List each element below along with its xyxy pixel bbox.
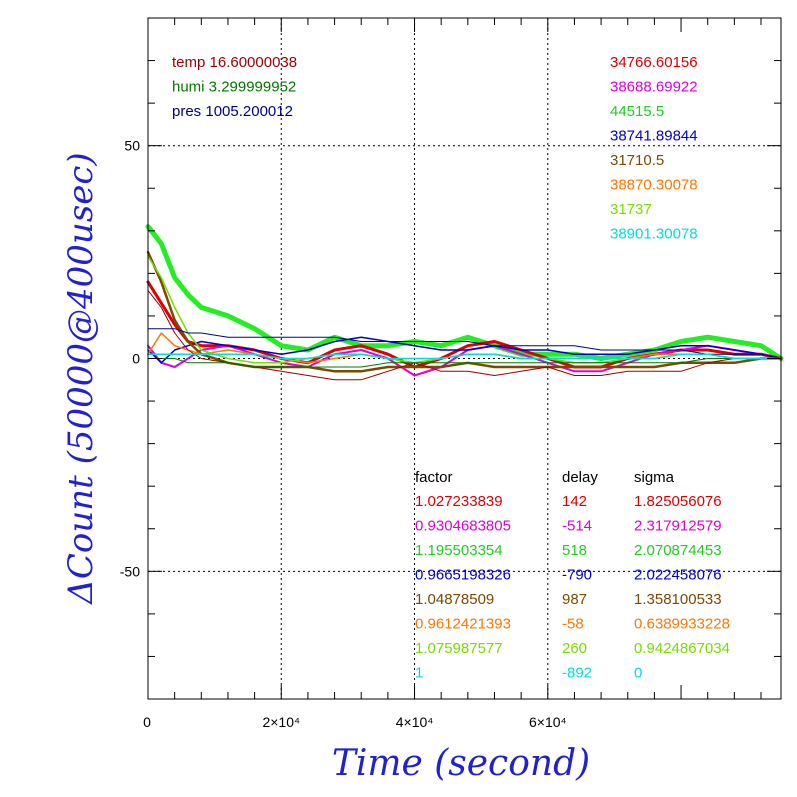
mean-value: 38901.30078 bbox=[610, 226, 698, 243]
annotations: temp 16.60000038 humi 3.299999952 pres 100… bbox=[172, 54, 730, 682]
table-delay: 987 bbox=[562, 591, 587, 608]
x-tick-label: 0 bbox=[143, 714, 151, 730]
x-axis-title: Time (second) bbox=[332, 743, 590, 784]
series-line bbox=[147, 358, 782, 368]
env-label: humi 3.299999952 bbox=[172, 79, 296, 96]
series-line bbox=[147, 353, 782, 360]
table-factor: 0.9665198326 bbox=[415, 567, 511, 584]
x-tick-label: 6×10⁴ bbox=[529, 714, 567, 730]
table-sigma: 2.070874453 bbox=[634, 542, 722, 559]
y-tick-label: -50 bbox=[120, 563, 140, 579]
series-lines bbox=[145, 224, 784, 381]
table-sigma: 0.6389933228 bbox=[634, 616, 730, 633]
table-sigma: 2.022458076 bbox=[634, 567, 722, 584]
mean-value: 44515.5 bbox=[610, 103, 664, 120]
mean-value: 31737 bbox=[610, 201, 652, 218]
table-factor: 1 bbox=[415, 665, 423, 682]
mean-value: 31710.5 bbox=[610, 152, 664, 169]
table-factor: 0.9304683805 bbox=[415, 518, 511, 535]
table-sigma: 2.317912579 bbox=[634, 518, 722, 535]
table-delay: -514 bbox=[562, 518, 592, 535]
x-tick-label: 4×10⁴ bbox=[396, 714, 434, 730]
table-header: sigma bbox=[634, 469, 675, 486]
table-delay: 518 bbox=[562, 542, 587, 559]
table-delay: 142 bbox=[562, 493, 587, 510]
mean-value: 38688.69922 bbox=[610, 79, 698, 96]
table-factor: 1.027233839 bbox=[415, 493, 503, 510]
series-line bbox=[146, 250, 783, 373]
mean-value: 38870.30078 bbox=[610, 177, 698, 194]
table-factor: 0.9612421393 bbox=[415, 616, 511, 633]
table-delay: -790 bbox=[562, 567, 592, 584]
env-label: temp 16.60000038 bbox=[172, 54, 297, 71]
env-label: pres 1005.200012 bbox=[172, 103, 293, 120]
mean-value: 34766.60156 bbox=[610, 54, 698, 71]
table-sigma: 0.9424867034 bbox=[634, 640, 730, 657]
series-line bbox=[147, 336, 782, 364]
table-factor: 1.04878509 bbox=[415, 591, 494, 608]
x-tick-label: 2×10⁴ bbox=[262, 714, 300, 730]
table-sigma: 1.825056076 bbox=[634, 493, 722, 510]
table-factor: 1.075987577 bbox=[415, 640, 503, 657]
table-sigma: 0 bbox=[634, 665, 642, 682]
table-delay: -892 bbox=[562, 665, 592, 682]
y-tick-label: 0 bbox=[132, 351, 140, 367]
series-line bbox=[147, 289, 782, 381]
mean-value: 38741.89844 bbox=[610, 128, 698, 145]
table-header: delay bbox=[562, 469, 598, 486]
table-header: factor bbox=[415, 469, 453, 486]
series-line bbox=[145, 224, 784, 361]
series-line bbox=[147, 328, 782, 359]
y-axis-title: ΔCount (50000@400usec) bbox=[61, 152, 101, 605]
y-tick-label: 50 bbox=[124, 138, 140, 154]
table-sigma: 1.358100533 bbox=[634, 591, 722, 608]
axis-ticks: 0 2×10⁴ 4×10⁴ 6×10⁴ 50 0 -50 bbox=[120, 17, 781, 730]
table-delay: -58 bbox=[562, 616, 584, 633]
table-factor: 1.195503354 bbox=[415, 542, 503, 559]
table-delay: 260 bbox=[562, 640, 587, 657]
